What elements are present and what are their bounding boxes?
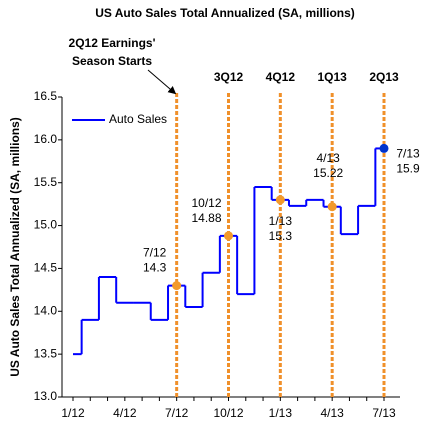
point-date: 7/12 <box>143 246 167 260</box>
point-date: 7/13 <box>396 147 420 161</box>
y-tick-label: 16.0 <box>34 132 58 146</box>
y-tick-label: 14.0 <box>34 303 58 317</box>
earnings-label: 3Q12 <box>214 70 244 84</box>
marker <box>224 231 233 241</box>
marker <box>172 281 182 291</box>
y-tick-label: 16.5 <box>34 89 58 103</box>
y-tick-label: 13.0 <box>34 389 58 403</box>
y-tick-label: 14.5 <box>34 261 58 275</box>
point-date: 4/13 <box>316 151 340 165</box>
earnings-label: 4Q12 <box>266 70 296 84</box>
point-label: 15.9 <box>396 162 420 176</box>
legend-label: Auto Sales <box>109 112 167 126</box>
y-tick-label: 15.5 <box>34 175 58 189</box>
point-label: 14.3 <box>143 261 167 275</box>
marker <box>379 143 389 153</box>
earnings-label: 2Q13 <box>369 70 399 84</box>
y-axis-title: US Auto Sales Total Annualized (SA, mill… <box>8 117 22 377</box>
x-tick-label: 7/13 <box>372 406 396 420</box>
y-tick-label: 15.0 <box>34 218 58 232</box>
marker <box>327 202 337 212</box>
chart-title: US Auto Sales Total Annualized (SA, mill… <box>95 6 355 20</box>
point-date: 10/12 <box>191 196 221 210</box>
x-tick-label: 7/12 <box>165 406 189 420</box>
x-tick-label: 10/12 <box>213 406 243 420</box>
point-label: 14.88 <box>191 211 221 225</box>
x-tick-label: 4/12 <box>113 406 137 420</box>
x-tick-label: 1/12 <box>61 406 85 420</box>
point-label: 15.3 <box>269 229 293 243</box>
x-tick-label: 4/13 <box>320 406 344 420</box>
x-tick-label: 1/13 <box>269 406 293 420</box>
marker <box>275 195 285 205</box>
earnings-arrow <box>147 69 177 95</box>
point-label: 15.22 <box>313 166 343 180</box>
earnings-label: 2Q12 Earnings' <box>69 36 156 50</box>
earnings-label: 1Q13 <box>317 70 347 84</box>
y-tick-label: 13.5 <box>34 346 58 360</box>
point-date: 1/13 <box>269 214 293 228</box>
earnings-label: Season Starts <box>72 54 152 68</box>
